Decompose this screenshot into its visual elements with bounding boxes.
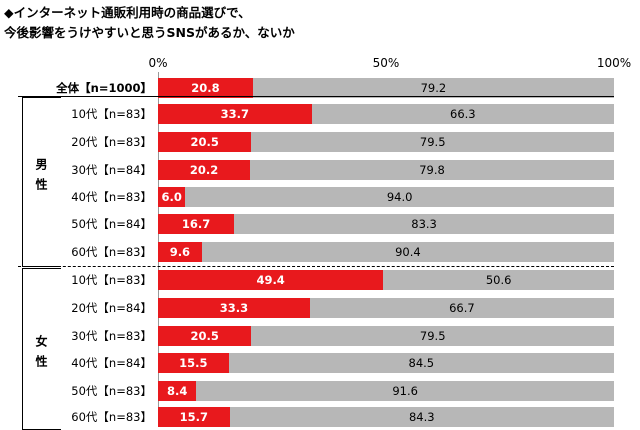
gender-separator [18, 266, 614, 267]
data-label-no: 84.3 [408, 410, 435, 424]
data-label-yes: 20.5 [190, 135, 219, 149]
bar-yes [158, 298, 310, 318]
data-label-no: 90.4 [395, 245, 421, 259]
bar-no [229, 407, 614, 427]
data-label-yes: 20.8 [191, 81, 220, 95]
male-group-label: 男性 [34, 158, 48, 198]
data-label-yes: 33.7 [220, 107, 250, 121]
bar-no [196, 381, 614, 401]
total-separator [18, 96, 614, 97]
female-group-label: 女性 [34, 335, 48, 375]
bar-no [251, 132, 614, 152]
data-label-yes: 8.4 [166, 384, 188, 398]
data-label-no: 84.5 [408, 356, 435, 370]
data-label-yes: 20.2 [189, 163, 219, 177]
chart-title-line2: 今後影響をうけやすいと思うSNSがあるか、ないか [4, 25, 295, 40]
category-label: 10代【n=83】 [71, 107, 152, 121]
bar-yes [158, 407, 230, 427]
bar-yes [158, 242, 202, 262]
data-label-yes: 49.4 [256, 273, 285, 287]
data-label-no: 91.6 [392, 384, 418, 398]
data-label-no: 94.0 [386, 190, 413, 204]
category-label: 60代【n=83】 [71, 245, 152, 259]
bar-no [185, 187, 614, 207]
data-label-yes: 9.6 [169, 245, 191, 259]
chart-title: ◆インターネット通販利用時の商品選びで、 今後影響をうけやすいと思うSNSがある… [4, 3, 295, 43]
bar-yes [158, 326, 252, 346]
category-label: 50代【n=83】 [71, 384, 152, 398]
bar-no [252, 78, 614, 98]
category-label: 40代【n=84】 [71, 356, 152, 370]
category-label: 30代【n=83】 [71, 329, 152, 343]
data-label-no: 79.5 [419, 135, 446, 149]
category-label: 10代【n=83】 [71, 273, 152, 287]
category-label: 20代【n=83】 [71, 135, 152, 149]
bar-yes [158, 187, 186, 207]
data-label-yes: 33.3 [219, 301, 249, 315]
x-tick-label: 100% [596, 56, 632, 70]
category-label: 50代【n=84】 [71, 217, 152, 231]
category-label: 全体【n=1000】 [56, 81, 152, 95]
bar-yes [158, 78, 253, 98]
data-label-no: 79.8 [419, 163, 445, 177]
x-tick-label: 0% [148, 56, 168, 70]
bar-yes [158, 381, 197, 401]
bar-yes [158, 160, 251, 180]
bar-no [309, 298, 614, 318]
data-label-no: 50.6 [485, 273, 512, 287]
category-label: 60代【n=83】 [71, 410, 152, 424]
data-label-no: 79.2 [420, 81, 447, 95]
bar-no [311, 104, 614, 124]
category-label: 40代【n=83】 [71, 190, 152, 204]
data-label-yes: 20.5 [190, 329, 219, 343]
category-label: 30代【n=84】 [71, 163, 152, 177]
bar-no [228, 353, 614, 373]
data-label-no: 66.3 [450, 107, 476, 121]
data-label-no: 79.5 [419, 329, 446, 343]
bar-yes [158, 353, 229, 373]
bar-yes [158, 214, 235, 234]
data-label-yes: 15.5 [179, 356, 208, 370]
chart-title-line1: ◆インターネット通販利用時の商品選びで、 [4, 5, 251, 20]
bar-no [250, 160, 614, 180]
data-label-yes: 6.0 [161, 190, 182, 204]
bar-yes [158, 104, 312, 124]
data-label-yes: 15.7 [179, 410, 208, 424]
data-label-no: 83.3 [411, 217, 437, 231]
bar-yes [158, 132, 252, 152]
category-label: 20代【n=84】 [71, 301, 152, 315]
data-label-yes: 16.7 [181, 217, 211, 231]
bar-no [383, 270, 614, 290]
bar-no [234, 214, 614, 234]
data-label-no: 66.7 [449, 301, 475, 315]
bar-no [251, 326, 614, 346]
bar-no [201, 242, 614, 262]
bar-yes [158, 270, 384, 290]
x-tick-label: 50% [372, 56, 400, 70]
